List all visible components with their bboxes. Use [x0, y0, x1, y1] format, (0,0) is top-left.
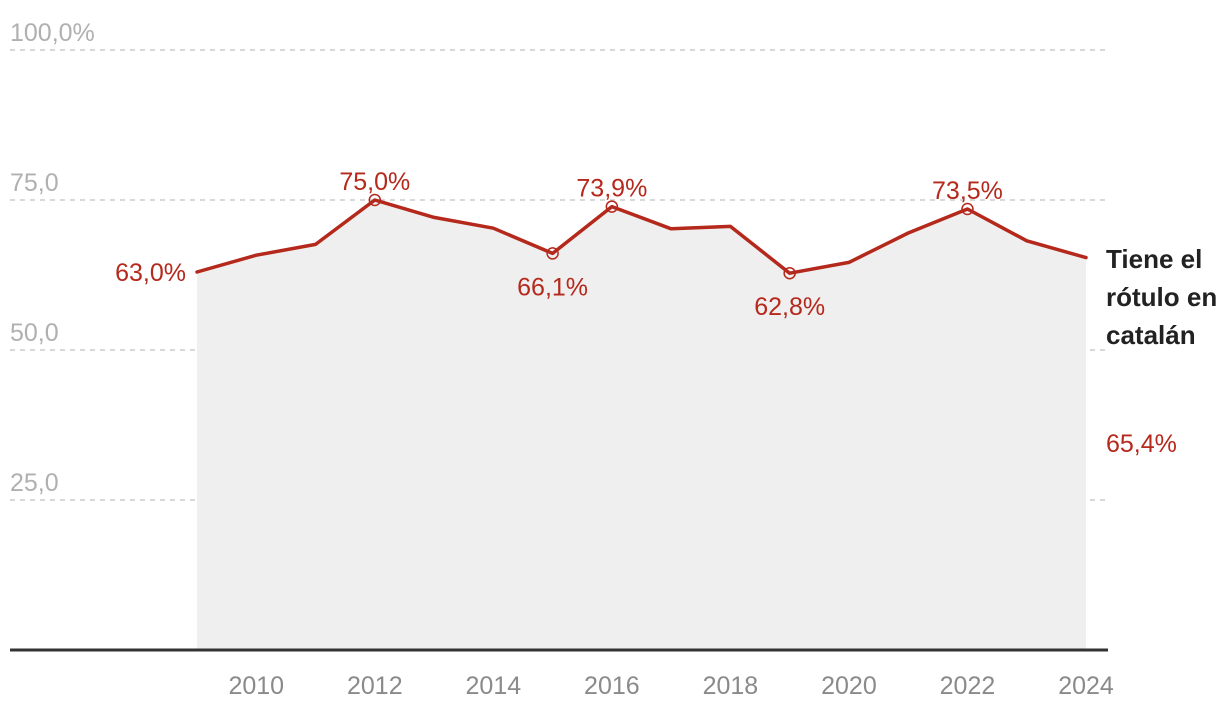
data-label: 73,9% — [576, 175, 647, 203]
series-line-layer — [195, 198, 1088, 275]
series-last-value: 65,4% — [1106, 430, 1177, 458]
point-markers — [368, 193, 974, 280]
point-marker — [546, 247, 559, 260]
series-name-label: Tiene el rótulo en catalán — [1106, 244, 1218, 350]
x-tick-label: 2010 — [228, 672, 284, 700]
y-tick-label: 75,0 — [10, 169, 59, 197]
y-tick-label: 50,0 — [10, 319, 59, 347]
y-tick-labels: 100,0% 75,0 50,0 25,0 — [10, 19, 95, 497]
x-tick-label: 2016 — [584, 672, 640, 700]
point-marker — [605, 200, 619, 213]
data-label: 66,1% — [517, 273, 588, 301]
data-labels: 63,0% 75,0% 66,1% 73,9% 62,8% 73,5% — [115, 168, 1003, 321]
series-line — [195, 198, 1088, 275]
x-tick-label: 2012 — [347, 672, 403, 700]
y-tick-label: 100,0% — [10, 19, 95, 47]
x-tick-label: 2014 — [466, 672, 522, 700]
x-tick-label: 2020 — [821, 672, 877, 700]
point-marker — [961, 202, 974, 216]
point-marker — [368, 193, 382, 207]
point-marker — [783, 266, 796, 280]
x-tick-label: 2018 — [703, 672, 759, 700]
x-tick-labels: 2010 2012 2014 2016 2018 2020 2022 2024 — [228, 672, 1113, 700]
area-fill-layer — [197, 200, 1086, 650]
data-label: 63,0% — [115, 259, 186, 287]
x-tick-label: 2022 — [940, 672, 996, 700]
data-label: 75,0% — [339, 168, 410, 196]
series-area-fill — [197, 200, 1086, 650]
data-label: 62,8% — [754, 293, 825, 321]
x-tick-label: 2024 — [1058, 672, 1114, 700]
data-label: 73,5% — [932, 177, 1003, 205]
y-tick-label: 25,0 — [10, 469, 59, 497]
